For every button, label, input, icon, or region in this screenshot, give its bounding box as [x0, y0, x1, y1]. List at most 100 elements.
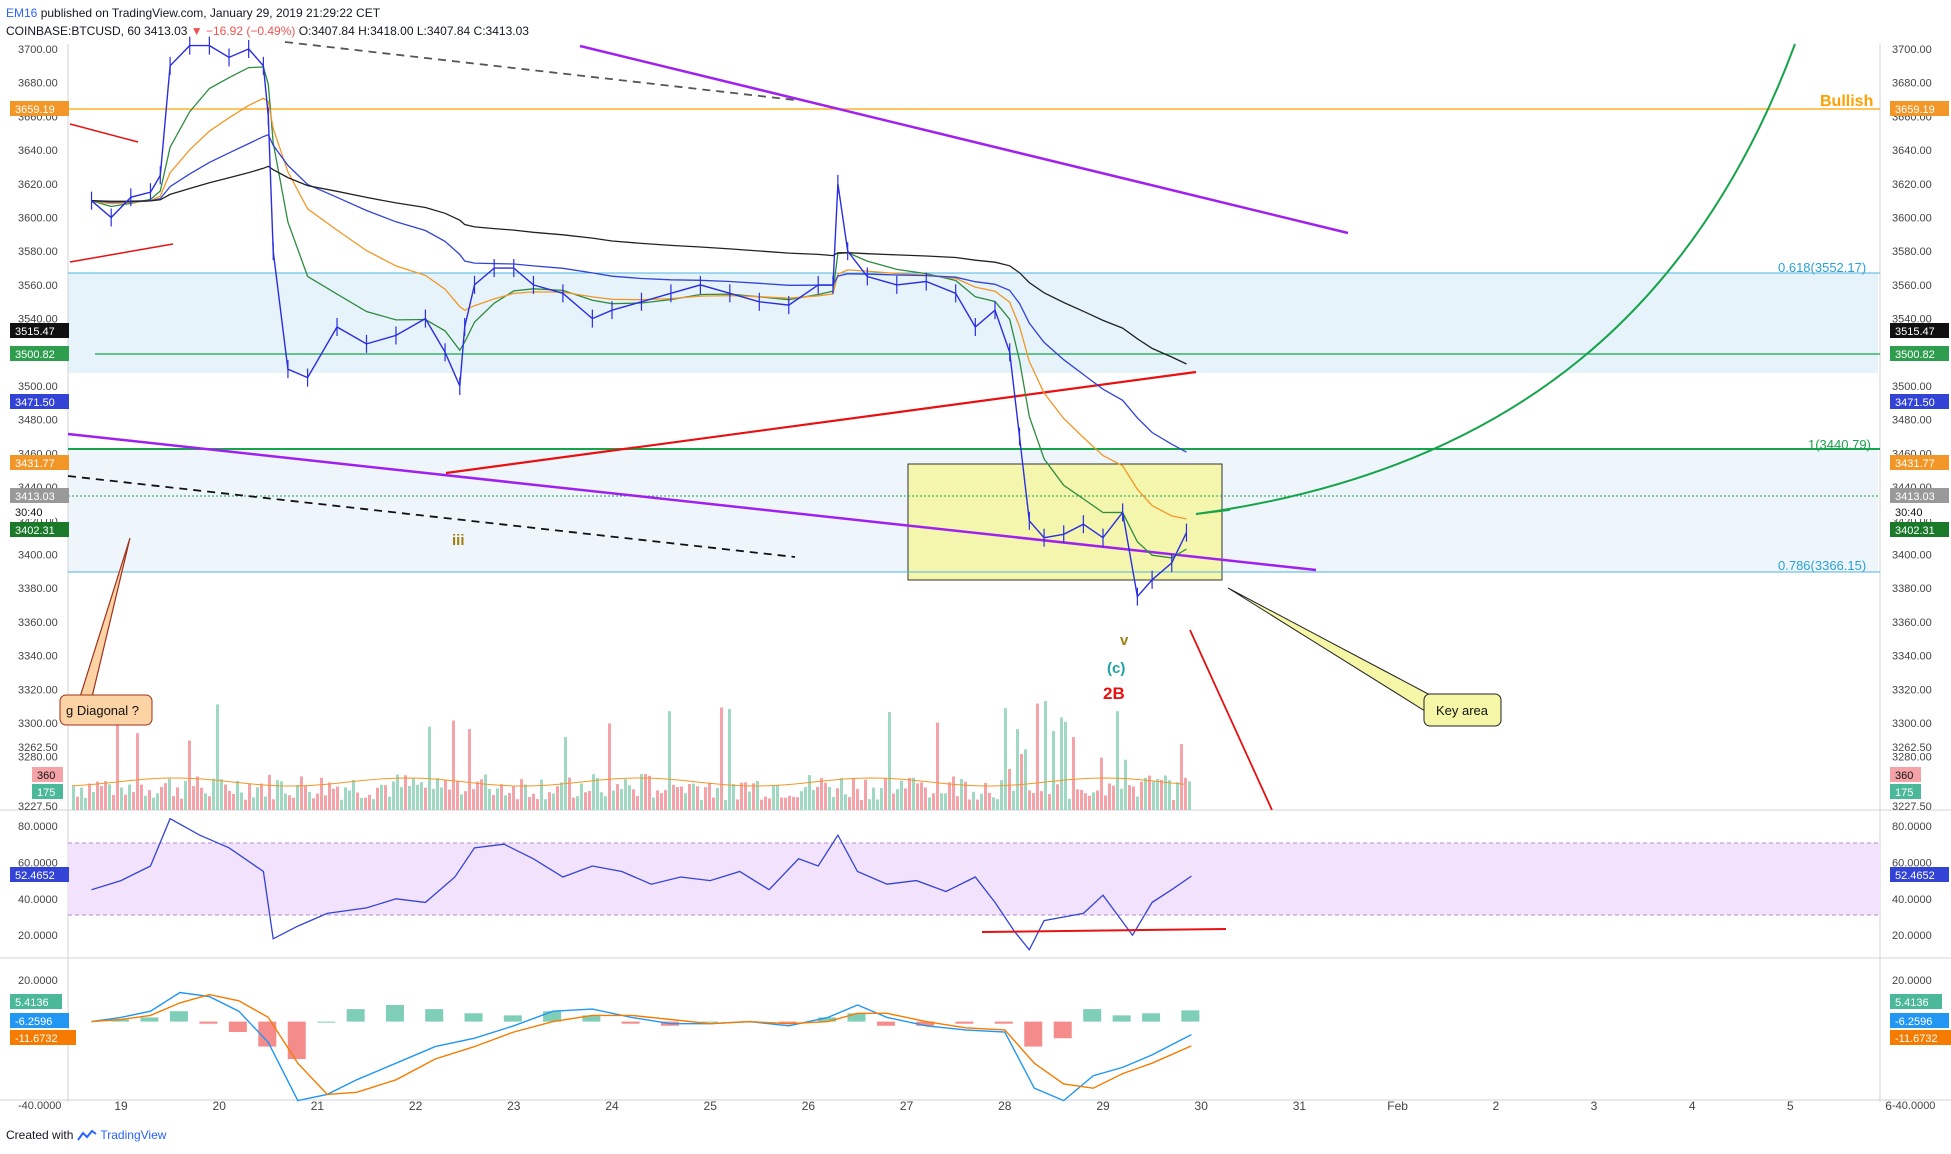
volume-bar — [504, 795, 507, 810]
volume-bar — [1044, 701, 1047, 810]
volume-bar — [988, 792, 991, 810]
volume-bar — [368, 794, 371, 810]
macd-hist-bar — [700, 1021, 719, 1023]
volume-bar — [968, 799, 971, 810]
volume-bar — [424, 787, 427, 810]
price-badge-right: 3471.50 — [1895, 397, 1935, 409]
volume-bar — [904, 788, 907, 810]
volume-bar — [856, 788, 859, 810]
volume-bar — [396, 774, 399, 810]
volume-bar — [468, 729, 471, 810]
volume-bar — [124, 794, 127, 810]
price-badge-left-bg — [10, 455, 69, 470]
volume-bar — [704, 787, 707, 810]
volume-bar — [752, 783, 755, 810]
symbol-label: COINBASE:BTCUSD, 60 — [6, 24, 141, 38]
volume-bar — [384, 785, 387, 810]
volume-bar — [908, 777, 911, 810]
time-tick: 27 — [900, 1099, 914, 1113]
macd-badge-left-bg — [10, 994, 62, 1009]
price-badge-right-bg — [1890, 488, 1949, 503]
volume-bar — [508, 792, 511, 810]
volume-bar — [1020, 753, 1023, 810]
footer: Created with TradingView — [6, 1128, 166, 1142]
volume-bar — [300, 776, 303, 810]
rsi-tick-right: 40.0000 — [1892, 894, 1932, 906]
volume-bar — [1080, 789, 1083, 810]
macd-hist-bar — [1142, 1013, 1161, 1022]
price-tick-left: 3700.00 — [18, 44, 58, 56]
volume-badge-right: 175 — [1895, 787, 1913, 799]
volume-bar — [372, 799, 375, 810]
volume-bar — [476, 781, 479, 810]
volume-bar — [292, 797, 295, 810]
trend-lines[interactable] — [67, 41, 1796, 811]
volume-bar — [444, 779, 447, 810]
volume-bar — [360, 797, 363, 810]
tradingview-logo[interactable]: TradingView — [77, 1128, 166, 1142]
rsi-red-support-line[interactable] — [981, 928, 1227, 933]
volume-bar — [624, 779, 627, 810]
volume-bar — [1084, 793, 1087, 810]
volume-bar — [416, 784, 419, 810]
volume-bar — [92, 792, 95, 810]
price-badge-left: 3515.47 — [15, 326, 55, 338]
price-tick-right: 3700.00 — [1892, 44, 1932, 56]
volume-bar — [808, 775, 811, 810]
volume-bar — [88, 783, 91, 810]
volume-bar — [176, 787, 179, 810]
volume-bar — [780, 797, 783, 810]
volume-bar — [428, 726, 431, 810]
volume-bar — [680, 786, 683, 810]
time-tick: 20 — [213, 1099, 227, 1113]
time-tick: 23 — [507, 1099, 521, 1113]
volume-bar — [944, 793, 947, 810]
volume-bar — [1036, 703, 1039, 810]
price-badge-right-bg — [1890, 394, 1949, 409]
diagonal-callout[interactable]: g Diagonal ? — [59, 537, 153, 726]
macd-hist-bar — [543, 1011, 562, 1022]
volume-bar — [556, 786, 559, 810]
volume-bar — [1116, 711, 1119, 810]
volume-bar — [1176, 782, 1179, 810]
rsi-tick-left: 20.0000 — [18, 930, 58, 942]
time-tick: Feb — [1387, 1099, 1408, 1113]
macd-hist-bar — [169, 1011, 188, 1022]
red-short-line-2 — [69, 243, 174, 263]
volume-bar — [1108, 783, 1111, 810]
price-badges: 3659.19 3659.19 3515.47 3515.47 3500.82 3500.… — [10, 101, 1951, 1045]
volume-bar — [584, 792, 587, 810]
volume-bar — [1088, 795, 1091, 810]
price-tick-left: 3540.00 — [18, 314, 58, 326]
volume-bar — [1184, 777, 1187, 810]
macd-series — [91, 991, 1200, 1102]
key-area-text: Key area — [1436, 703, 1489, 718]
price-badge-left-bg — [10, 346, 69, 361]
volume-bar — [596, 777, 599, 810]
author-link[interactable]: EM16 — [6, 6, 38, 20]
price-tick-right: 3340.00 — [1892, 651, 1932, 663]
volume-badge-right: 360 — [1895, 770, 1913, 782]
macd-badge-left-bg — [10, 1030, 76, 1045]
volume-bar — [280, 781, 283, 810]
volume-bar — [348, 790, 351, 810]
volume-bar — [772, 786, 775, 810]
key-area-callout[interactable]: Key area — [1227, 587, 1502, 727]
price-tick-right: 3640.00 — [1892, 145, 1932, 157]
volume-bar — [1160, 779, 1163, 810]
price-change: ▼ −16.92 (−0.49%) — [190, 24, 296, 38]
tradingview-logo-icon — [77, 1129, 97, 1141]
time-tick: 6 — [1885, 1099, 1892, 1113]
volume-bar — [160, 786, 163, 810]
key-area-box[interactable] — [907, 463, 1223, 581]
volume-bar — [628, 785, 631, 810]
volume-bar — [464, 791, 467, 810]
rsi-axis: 80.0000 80.0000 60.0000 60.0000 40.0000 40.00… — [18, 821, 1932, 942]
last-price: 3413.03 — [144, 24, 188, 38]
price-tick-left: 3580.00 — [18, 246, 58, 258]
volume-bar — [332, 788, 335, 810]
volume-bar — [536, 799, 539, 810]
macd-badge-right: -11.6732 — [1895, 1033, 1938, 1045]
price-tick-right: 3680.00 — [1892, 78, 1932, 90]
